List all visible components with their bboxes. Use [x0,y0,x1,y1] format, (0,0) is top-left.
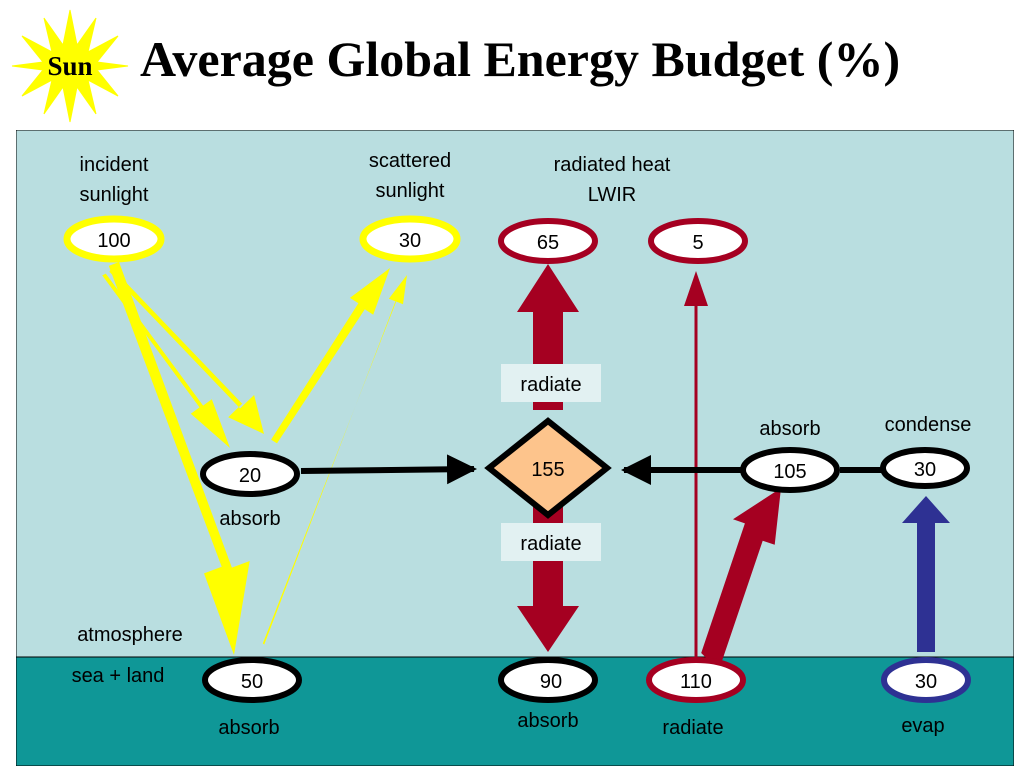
arrow-evaporation [902,496,950,652]
node-sfc-lwir-value: 90 [540,671,562,693]
arrow-atmosphere-to-scattered [271,268,390,444]
node-atm-condense: 30 [880,447,970,489]
sun-badge: Sun [10,8,130,124]
node-sfc-radiate: 110 [646,657,746,703]
sunlight-arrows [102,262,407,655]
node-sfc-lwir: 90 [498,657,598,703]
arrow-surface-to-atmosphere [701,488,781,671]
atmosphere-zone [15,129,1015,658]
node-sfc-evap: 30 [881,657,971,703]
node-space-heat-a-value: 65 [537,232,559,254]
scattered-header-line2: sunlight [376,180,445,202]
node-atm-absorb-value: 20 [239,465,261,487]
arrow-incident-to-atmosphere-b [109,267,264,434]
node-scattered-value: 30 [399,230,421,252]
node-sfc-sun: 50 [202,657,302,703]
node-scattered: 30 [359,215,461,263]
sfc-lwir-label: absorb [517,710,578,732]
arrow-surface-to-space [684,271,708,658]
radiate-up-label-box [501,364,601,402]
sun-label: Sun [47,50,93,81]
incident-header-line2: sunlight [80,184,149,206]
atmosphere-label: atmosphere [77,624,183,646]
node-atm-condense-value: 30 [914,459,936,481]
node-atm-store: 155 [484,417,612,519]
arrow-surface-to-scattered [262,275,407,645]
surface-label: sea + land [72,665,165,687]
sun-icon [11,9,129,123]
node-sfc-sun-value: 50 [241,671,263,693]
node-sfc-radiate-value: 110 [680,671,712,693]
sfc-evap-label: evap [901,715,944,737]
arrow-incident-to-atmosphere-a [102,273,230,448]
radiated-header-line2: LWIR [588,184,637,206]
arrow-radiate-up-space [517,264,579,410]
scattered-header-line1: scattered [369,150,451,172]
diagram-panel: radiate radiate incident sunlight scatte… [15,129,1015,767]
radiated-header-line1: radiated heat [554,154,671,176]
node-incident-value: 100 [97,230,130,252]
page-title: Average Global Energy Budget (%) [140,31,901,87]
node-atm-lwir-value: 105 [773,461,806,483]
node-space-heat-b-value: 5 [692,232,703,254]
incident-header-line1: incident [80,154,149,176]
radiate-up-label: radiate [520,374,581,396]
arrow-absorb-to-store [300,454,477,485]
node-space-heat-a: 65 [498,218,598,264]
atm-lwir-label: absorb [759,418,820,440]
condense-label: condense [885,414,972,436]
node-incident: 100 [63,215,165,263]
node-sfc-evap-value: 30 [915,671,937,693]
node-atm-absorb: 20 [200,451,300,497]
atm-absorb-label: absorb [219,508,280,530]
radiate-down-label: radiate [520,533,581,555]
node-atm-lwir: 105 [740,447,840,493]
node-atm-store-value: 155 [531,459,564,481]
node-space-heat-b: 5 [648,218,748,264]
sfc-radiate-label: radiate [662,717,723,739]
sfc-sun-label: absorb [218,717,279,739]
radiate-down-label-box [501,523,601,561]
energy-budget-diagram: radiate radiate incident sunlight scatte… [15,129,1015,767]
